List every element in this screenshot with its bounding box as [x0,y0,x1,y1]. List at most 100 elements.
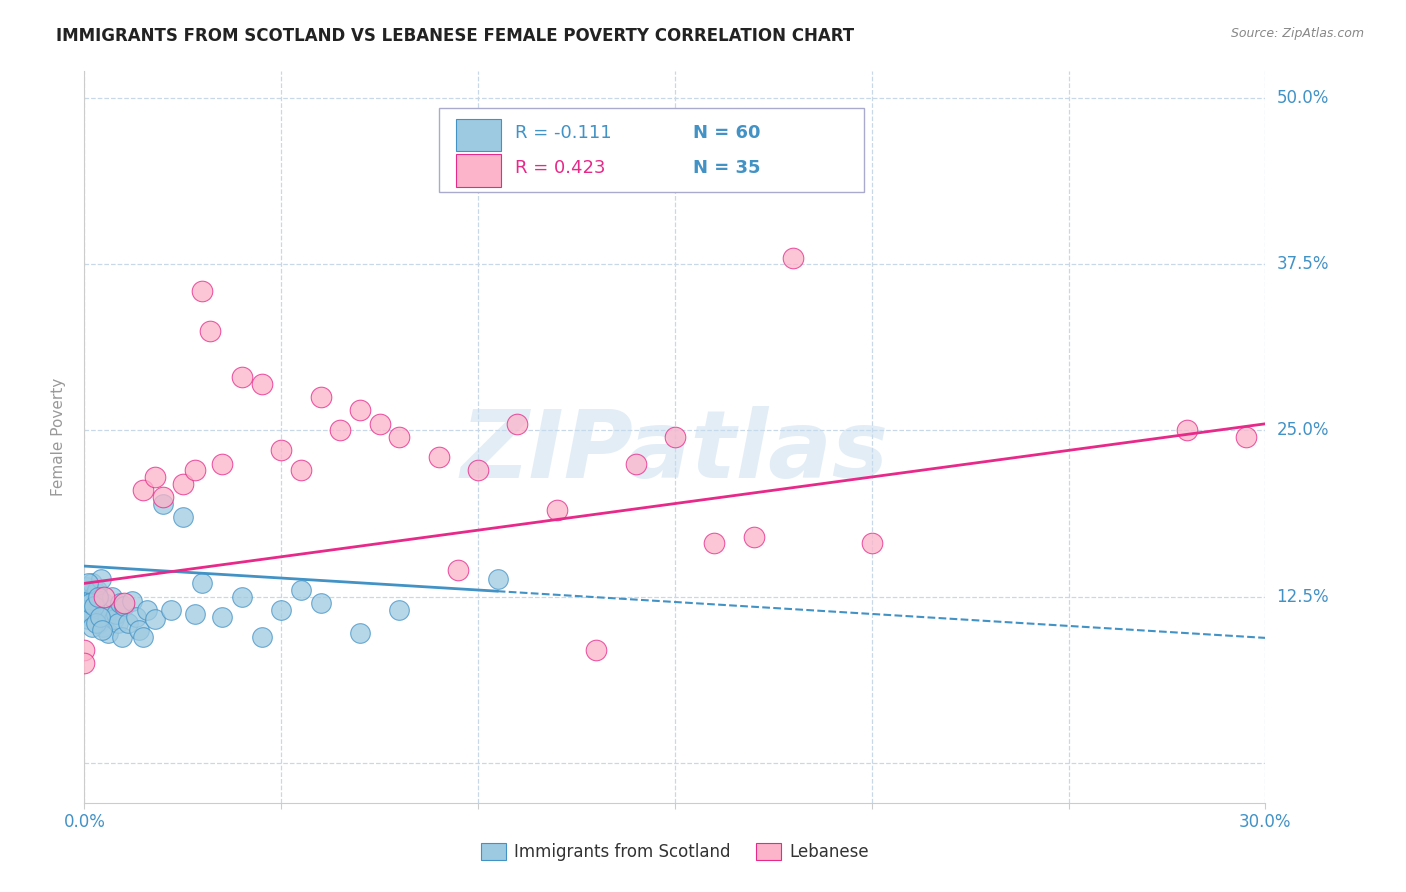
Point [111,630,134,644]
Point [84,616,107,631]
Point [172,476,194,491]
Point [77,576,100,591]
FancyBboxPatch shape [457,119,502,152]
Point [782,251,804,265]
Point [108,596,131,610]
Point [172,509,194,524]
Point [77,596,100,610]
Text: IMMIGRANTS FROM SCOTLAND VS LEBANESE FEMALE POVERTY CORRELATION CHART: IMMIGRANTS FROM SCOTLAND VS LEBANESE FEM… [56,27,855,45]
Point [98,603,121,617]
Point [152,497,174,511]
Point [76,580,98,594]
Point [183,607,205,621]
Point [200,324,222,338]
Point [93,590,115,604]
Text: ZIPatlas: ZIPatlas [461,406,889,498]
Point [447,563,470,577]
Point [143,612,166,626]
Point [290,582,312,597]
Text: 50.0%: 50.0% [1277,89,1329,107]
Point [103,612,125,626]
Point [427,450,450,464]
Point [93,596,115,610]
Point [309,390,332,404]
Point [742,530,765,544]
Point [160,603,183,617]
Point [191,284,214,298]
Point [231,370,253,384]
Point [128,623,150,637]
Text: R = -0.111: R = -0.111 [516,124,612,142]
Point [388,430,411,444]
Point [1175,424,1198,438]
Point [117,616,139,631]
Point [79,596,101,610]
Point [250,630,273,644]
Point [82,576,104,591]
Point [486,573,509,587]
Point [270,603,292,617]
Point [84,585,107,599]
Point [87,603,110,617]
Point [75,603,97,617]
Point [546,503,568,517]
Point [231,590,253,604]
Point [89,593,111,607]
Point [132,483,155,498]
Point [83,607,105,621]
Point [467,463,489,477]
Point [91,620,114,634]
Point [104,607,127,621]
Point [290,463,312,477]
Point [703,536,725,550]
Point [143,470,166,484]
Point [191,576,214,591]
Point [664,430,686,444]
Point [83,599,105,613]
Text: 12.5%: 12.5% [1277,588,1329,606]
FancyBboxPatch shape [457,153,502,186]
Point [87,590,110,604]
Point [101,590,124,604]
Point [349,625,371,640]
Point [368,417,391,431]
Point [107,616,129,631]
Text: N = 60: N = 60 [693,124,761,142]
Point [388,603,411,617]
Point [112,596,135,610]
Point [506,417,529,431]
Point [136,603,159,617]
Text: 37.5%: 37.5% [1277,255,1329,273]
Point [90,573,112,587]
Point [94,609,117,624]
Point [309,596,332,610]
Legend: Immigrants from Scotland, Lebanese: Immigrants from Scotland, Lebanese [474,836,876,868]
Point [112,599,135,613]
Point [585,643,607,657]
FancyBboxPatch shape [439,108,863,192]
Text: 25.0%: 25.0% [1277,421,1329,440]
Y-axis label: Female Poverty: Female Poverty [51,378,66,496]
Point [84,612,107,626]
Point [80,609,103,624]
Point [183,463,205,477]
Point [97,625,120,640]
Point [624,457,647,471]
Point [121,593,143,607]
Text: R = 0.423: R = 0.423 [516,160,606,178]
Point [152,490,174,504]
Point [82,590,104,604]
Point [91,623,114,637]
Point [211,609,233,624]
Point [329,424,352,438]
Point [270,443,292,458]
Point [1234,430,1257,444]
Point [124,609,146,624]
Point [73,656,96,670]
Point [250,376,273,391]
Point [75,585,97,599]
Point [89,616,111,631]
Point [349,403,371,417]
Point [860,536,883,550]
Point [211,457,233,471]
